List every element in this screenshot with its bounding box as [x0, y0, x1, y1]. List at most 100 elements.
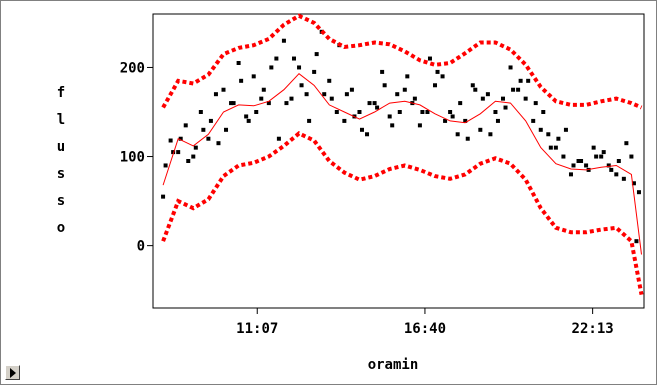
data-point — [433, 83, 438, 88]
data-point — [359, 127, 364, 132]
data-point — [463, 118, 468, 123]
data-point — [281, 38, 286, 43]
data-point — [213, 92, 218, 97]
data-point — [349, 87, 354, 92]
data-point — [397, 110, 402, 114]
data-point — [201, 127, 206, 132]
data-point — [584, 163, 589, 168]
x-axis-title: oramin — [368, 357, 419, 373]
data-point — [261, 87, 266, 92]
data-point — [274, 56, 279, 61]
data-point — [465, 136, 470, 141]
data-point — [269, 65, 274, 70]
data-point — [606, 163, 611, 168]
data-point — [304, 92, 309, 97]
data-point — [266, 101, 271, 106]
data-point — [488, 132, 493, 137]
data-point — [284, 101, 289, 106]
data-point — [571, 163, 576, 168]
data-point — [299, 83, 304, 88]
data-point — [357, 110, 362, 114]
data-point — [246, 118, 251, 123]
data-point — [523, 96, 528, 101]
data-point — [616, 159, 621, 163]
data-point — [425, 110, 430, 114]
data-point — [493, 110, 498, 114]
lower-band-line — [161, 131, 644, 295]
data-point — [367, 101, 372, 106]
data-point — [244, 114, 249, 119]
data-point — [478, 127, 483, 132]
data-point — [576, 159, 581, 163]
data-point — [380, 69, 385, 74]
y-tick-label: 100 — [120, 150, 145, 166]
data-point — [420, 110, 425, 114]
data-point — [176, 150, 181, 155]
data-point — [631, 181, 636, 186]
data-point — [480, 96, 485, 101]
data-point — [251, 74, 256, 79]
data-point — [395, 92, 400, 97]
data-point — [412, 96, 417, 101]
data-point — [417, 123, 422, 128]
data-point — [538, 127, 543, 132]
data-point — [344, 92, 349, 97]
data-point — [500, 96, 505, 101]
y-tick-label: 0 — [137, 239, 145, 255]
data-point — [470, 83, 475, 88]
data-point — [624, 141, 629, 146]
data-point — [312, 69, 317, 74]
x-tick-label: 16:40 — [404, 321, 446, 337]
data-point — [206, 136, 211, 141]
data-point — [579, 159, 584, 163]
axis-ticks: 0 100 200 11:07 16:40 22:13 — [120, 60, 614, 337]
data-point — [276, 136, 281, 141]
data-point — [443, 118, 448, 123]
fit-lines — [161, 13, 644, 295]
data-point — [168, 138, 173, 143]
data-point — [289, 96, 294, 101]
data-point — [541, 110, 546, 114]
play-arrow-icon — [10, 368, 16, 378]
data-point — [163, 163, 168, 168]
fit-line — [162, 73, 642, 255]
y-tick-label: 200 — [120, 60, 145, 76]
data-point — [292, 56, 297, 61]
data-point — [473, 87, 478, 92]
data-point — [485, 92, 490, 97]
data-point — [556, 136, 561, 141]
data-point — [327, 78, 332, 83]
data-point — [229, 101, 234, 106]
data-point — [427, 56, 432, 61]
data-point — [636, 190, 641, 195]
data-point — [372, 101, 377, 106]
data-point — [526, 78, 531, 83]
plot-frame — [152, 13, 645, 309]
data-point — [191, 154, 196, 159]
data-point — [503, 105, 508, 110]
data-point — [601, 150, 606, 155]
data-point — [553, 145, 558, 150]
data-point — [314, 52, 319, 57]
data-point — [458, 101, 463, 106]
x-tick-label: 11:07 — [236, 321, 278, 337]
data-point — [599, 154, 604, 159]
data-point — [531, 118, 536, 123]
data-point — [450, 114, 455, 119]
data-point — [208, 118, 213, 123]
data-point — [568, 172, 573, 177]
data-point — [621, 176, 626, 181]
data-point — [448, 110, 453, 114]
data-point — [634, 239, 639, 244]
data-point — [516, 87, 521, 92]
expand-arrow-button[interactable] — [5, 365, 20, 380]
data-point — [435, 69, 440, 74]
data-point — [533, 101, 538, 106]
data-point — [591, 145, 596, 150]
data-point — [183, 123, 188, 128]
data-point — [171, 150, 176, 155]
data-point — [198, 110, 203, 114]
